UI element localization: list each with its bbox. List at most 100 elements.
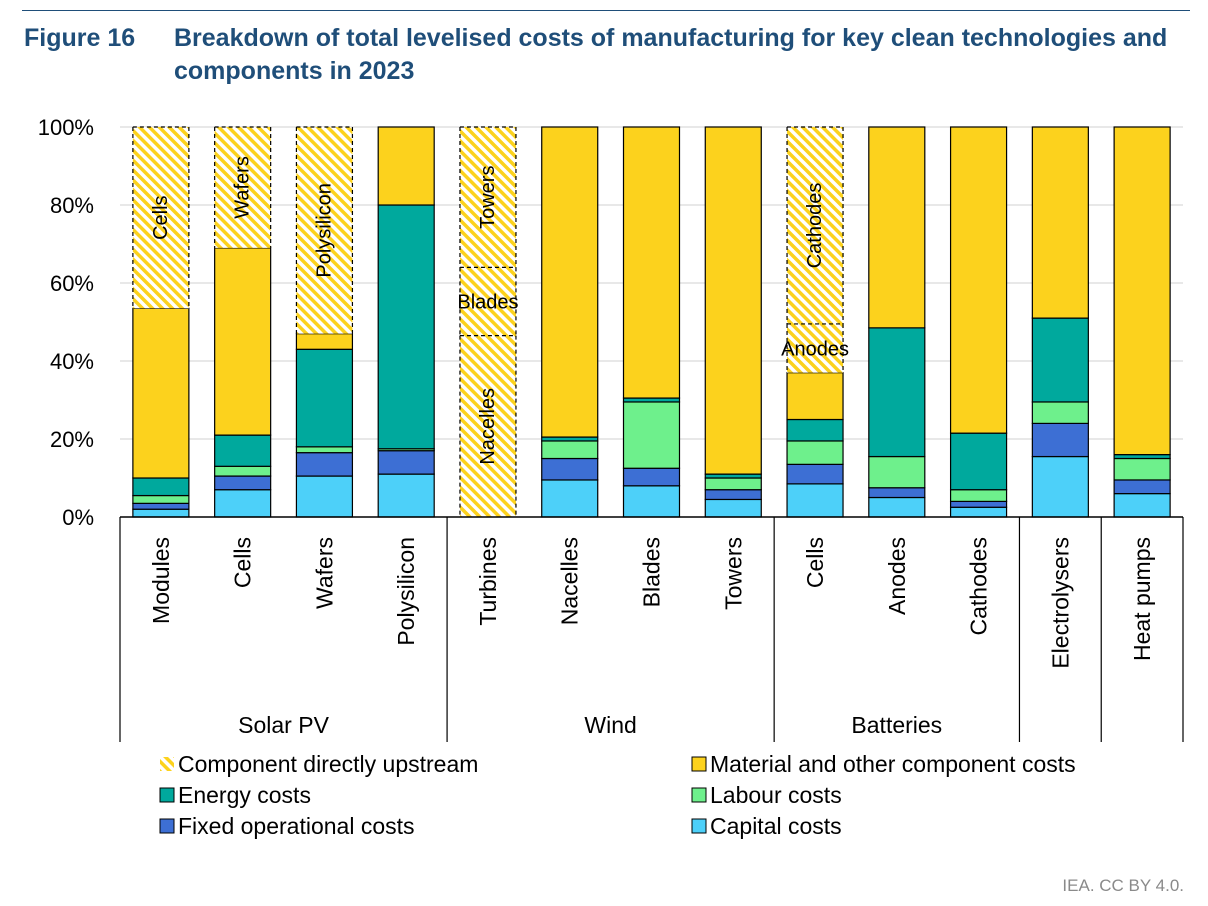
category-label: Turbines [475, 537, 501, 626]
bar-segment-upstream [132, 127, 189, 309]
bar-segment-labour [132, 494, 190, 504]
bar-segment-fixed [622, 467, 681, 487]
figure-title: Breakdown of total levelised costs of ma… [174, 24, 1168, 85]
legend-label: Labour costs [710, 782, 842, 808]
bar-segment-capital [132, 508, 190, 518]
bar-segment-labour [786, 440, 844, 465]
bar-segment-capital [377, 473, 435, 518]
category-label: Electrolysers [1047, 537, 1073, 669]
bar-segment-capital [1113, 493, 1171, 518]
bar-segment-capital [704, 498, 762, 518]
bar-segment-capital [541, 479, 599, 518]
bar-segment-capital [622, 485, 681, 518]
bar-segment-energy [377, 204, 435, 450]
bar-segment-labour [704, 477, 762, 491]
legend-label: Material and other component costs [710, 751, 1076, 777]
legend-swatch-upstream [160, 757, 174, 771]
bars [132, 126, 1171, 518]
bar-segment-upstream [214, 127, 271, 248]
category-label: Cathodes [966, 537, 992, 635]
category-label: Nacelles [557, 537, 583, 625]
bar-segment-energy [1031, 317, 1089, 403]
y-tick-label: 0% [62, 505, 94, 530]
bar-segment-labour [949, 489, 1008, 503]
legend-label: Component directly upstream [178, 751, 478, 777]
bar-segment-labour [622, 401, 681, 469]
bar-segment-material [622, 126, 681, 399]
legend-swatch-capital [691, 818, 707, 834]
upstream-label: Cathodes [804, 183, 826, 269]
y-tick-label: 60% [50, 271, 94, 296]
bar-segment-fixed [1113, 479, 1171, 495]
bar-segment-fixed [704, 489, 762, 501]
upstream-label: Polysilicon [313, 183, 335, 277]
bar-segment-material [868, 126, 926, 329]
axes: 0% 20% 40% 60% 80% 100% Modules Cells Wafers Poly… [38, 115, 1184, 742]
category-label: Cells [230, 537, 256, 588]
bar-segment-labour [541, 440, 599, 460]
legend-swatch-fixed [159, 818, 175, 834]
bar-segment-labour [868, 455, 926, 489]
legend-swatch-material [691, 756, 707, 772]
bar-segment-capital [786, 483, 844, 518]
figure-label: Figure 16 [24, 24, 136, 52]
bar-segment-energy [132, 477, 190, 497]
bar-segment-capital [868, 496, 926, 518]
bar-segment-material [949, 126, 1008, 434]
y-tick-label: 100% [38, 115, 94, 140]
y-tick-label: 80% [50, 193, 94, 218]
legend-swatch-labour [691, 787, 707, 803]
bar-segment-fixed [949, 500, 1008, 508]
upstream-label: Towers [477, 166, 499, 229]
bar-segment-material [1113, 126, 1171, 456]
legend-label: Fixed operational costs [178, 813, 415, 839]
bar-segment-capital [1031, 455, 1089, 518]
bar-segment-labour [1031, 401, 1089, 425]
bar-segment-fixed [132, 502, 190, 510]
upstream-label: Wafers [232, 156, 254, 219]
category-label: Blades [639, 537, 665, 607]
upstream-label: Cells [150, 195, 172, 239]
legend: Component directly upstream Material and … [159, 751, 1076, 839]
bar-segment-labour [214, 465, 272, 477]
bar-segment-upstream [459, 127, 516, 517]
y-tick-label: 40% [50, 349, 94, 374]
bar-segment-fixed [868, 487, 926, 499]
bar-segment-upstream [296, 127, 353, 334]
bar-segment-labour [295, 446, 354, 454]
upstream-label: Blades [457, 292, 518, 314]
category-label: Wafers [311, 537, 337, 609]
bar-segment-energy [295, 348, 354, 448]
bar-segment-energy [868, 327, 926, 458]
bar-segment-capital [949, 506, 1008, 518]
bar-segment-fixed [1031, 422, 1089, 458]
bar-segment-fixed [295, 452, 354, 477]
upstream-label: Anodes [781, 338, 849, 360]
legend-swatch-energy [159, 787, 175, 803]
bar-segment-energy [786, 418, 844, 442]
category-label: Heat pumps [1129, 537, 1155, 661]
category-label: Cells [802, 537, 828, 588]
bar-segment-capital [295, 475, 354, 518]
bar-segment-material [704, 126, 762, 475]
bar-segment-fixed [214, 475, 272, 491]
group-label: Solar PV [238, 712, 329, 738]
bar-segment-upstream [787, 127, 844, 373]
bar-segment-capital [214, 489, 272, 518]
bar-segment-material [295, 333, 354, 350]
bar-segment-fixed [786, 463, 844, 485]
bar-segment-labour [1113, 457, 1171, 481]
category-label: Anodes [884, 537, 910, 615]
bar-segment-material [541, 126, 599, 438]
bar-segment-energy [214, 434, 272, 467]
group-label: Batteries [851, 712, 942, 738]
category-label: Towers [720, 537, 746, 610]
category-label: Modules [148, 537, 174, 624]
bar-segment-material [214, 247, 272, 436]
bar-segment-energy [949, 432, 1008, 491]
y-tick-label: 20% [50, 427, 94, 452]
upstream-segments: Cells Wafers Polysilicon Nacelles Blades Towe… [132, 126, 849, 517]
upstream-label: Nacelles [477, 388, 499, 465]
legend-label: Capital costs [710, 813, 842, 839]
